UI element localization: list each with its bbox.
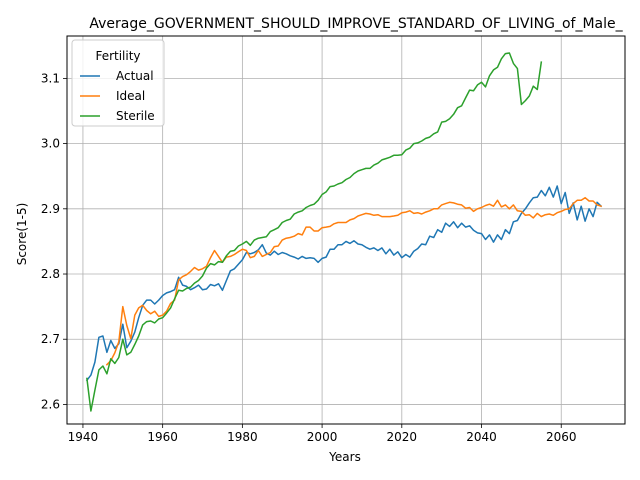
y-tick-label: 2.9 — [41, 202, 60, 216]
x-tick-label: 2040 — [466, 430, 497, 444]
legend-label-sterile: Sterile — [116, 109, 155, 123]
y-tick-label: 2.7 — [41, 332, 60, 346]
legend: Fertility Actual Ideal Sterile — [72, 40, 164, 126]
x-tick-label: 1940 — [68, 430, 99, 444]
y-tick-label: 3.0 — [41, 137, 60, 151]
x-axis-label: Years — [328, 450, 361, 464]
y-tick-label: 2.8 — [41, 267, 60, 281]
legend-label-actual: Actual — [116, 69, 154, 83]
x-tick-label: 2020 — [387, 430, 418, 444]
x-tick-label: 1980 — [227, 430, 258, 444]
chart-title: Average_GOVERNMENT_SHOULD_IMPROVE_STANDA… — [89, 16, 623, 32]
x-tick-label: 2000 — [307, 430, 338, 444]
x-tick-label: 2060 — [546, 430, 577, 444]
y-tick-label: 2.6 — [41, 397, 60, 411]
legend-title: Fertility — [95, 49, 140, 63]
legend-label-ideal: Ideal — [116, 89, 145, 103]
x-tick-label: 1960 — [147, 430, 178, 444]
y-tick-label: 3.1 — [41, 71, 60, 85]
y-axis-label: Score(1-5) — [15, 203, 29, 266]
